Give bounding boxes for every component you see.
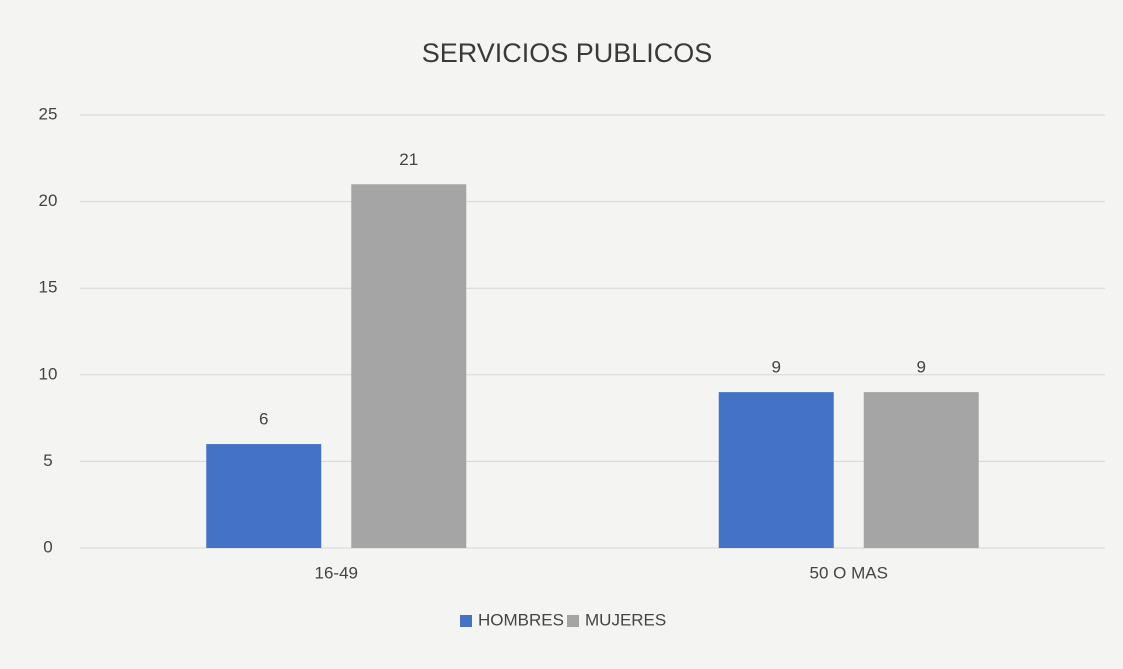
y-tick-label: 25 [39,104,58,123]
y-tick-label: 10 [39,364,58,383]
data-label: 21 [399,150,418,169]
data-label: 9 [772,358,781,377]
bar [718,392,834,548]
legend-swatch [567,615,579,627]
x-tick-label: 50 O MAS [810,563,888,582]
y-tick-label: 20 [39,191,58,210]
data-label: 9 [917,358,926,377]
legend-label: HOMBRES [478,610,564,629]
bar [863,392,979,548]
chart-title: SERVICIOS PUBLICOS [422,38,713,68]
x-tick-label: 16-49 [315,563,358,582]
data-label: 6 [259,410,268,429]
y-tick-label: 5 [43,451,52,470]
legend-label: MUJERES [585,610,666,629]
y-tick-label: 15 [39,278,58,297]
y-tick-label: 0 [43,537,52,556]
legend-swatch [460,615,472,627]
bar [206,444,322,548]
bar [351,184,467,548]
